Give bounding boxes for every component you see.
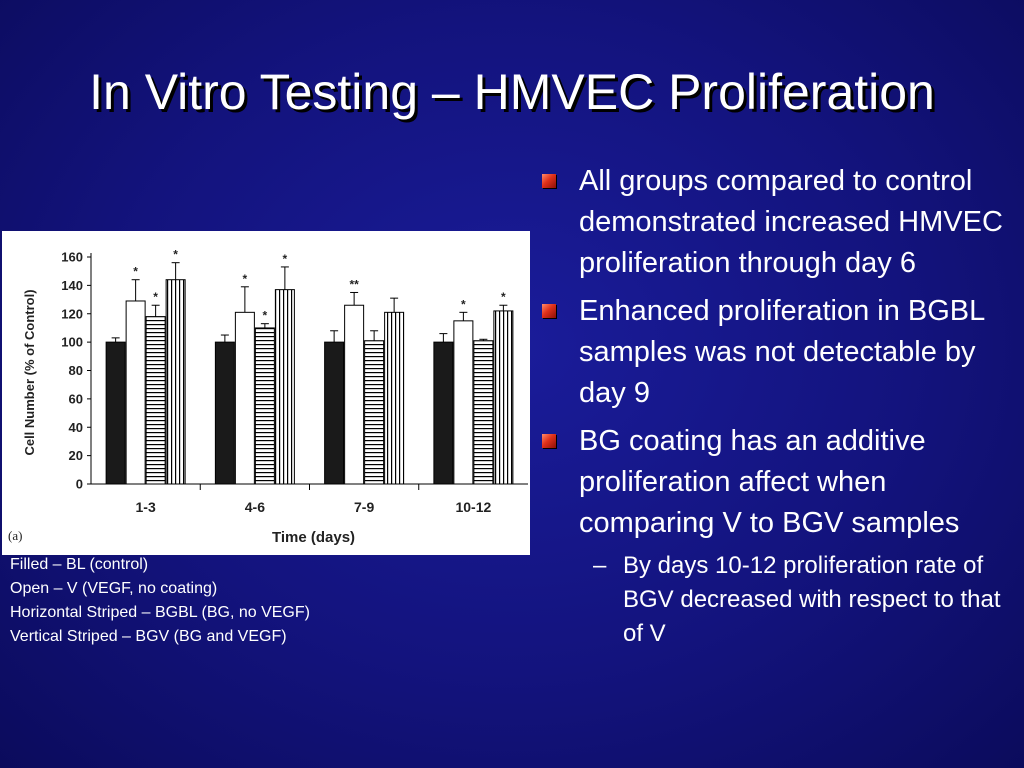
bullet-item: BG coating has an additive proliferation… [538, 421, 1008, 544]
legend-item-open: Open – V (VEGF, no coating) [10, 580, 218, 597]
sub-bullet-text: By days 10-12 proliferation rate of BGV … [623, 552, 1001, 647]
chart-figure: 0 20 40 60 80 100 120 140 160 * * * 1-3 * * * 4-6 ** 7-9 * *… [2, 231, 530, 555]
sub-bullet-item: – By days 10-12 proliferation rate of BG… [538, 549, 1008, 651]
significance-mark: * [283, 252, 288, 266]
significance-mark: * [243, 272, 248, 286]
x-tick-label: 4-6 [245, 499, 265, 515]
x-tick-label: 10-12 [455, 499, 491, 515]
y-tick-label: 120 [61, 306, 83, 321]
significance-mark: * [133, 265, 138, 279]
bar-open-7-9 [344, 304, 365, 485]
square-bullet-icon [542, 174, 556, 188]
bar-filled-1-3 [105, 341, 126, 485]
significance-mark: * [501, 290, 506, 304]
y-tick-label: 140 [61, 278, 83, 293]
fill-legend: Filled – BL (control) Open – V (VEGF, no… [10, 553, 310, 649]
bar-vertical-striped-1-3 [165, 279, 186, 485]
bar-open-4-6 [234, 311, 255, 485]
legend-item-filled: Filled – BL (control) [10, 556, 149, 573]
significance-mark: * [461, 297, 466, 311]
bar-vertical-striped-4-6 [274, 289, 295, 485]
chart-labels: 020406080100120140160***1-3***4-6**7-9**… [8, 248, 506, 546]
y-tick-label: 160 [61, 250, 83, 265]
bar-open-10-12 [453, 320, 474, 485]
bullet-item: Enhanced proliferation in BGBL samples w… [538, 291, 1008, 414]
bar-chart: 020406080100120140160***1-3***4-6**7-9**… [8, 248, 528, 546]
chart-bars [105, 262, 514, 485]
bar-horizontal-striped-1-3 [145, 316, 166, 485]
legend-item-vertical-striped: Vertical Striped – BGV (BG and VEGF) [10, 628, 287, 645]
y-tick-label: 0 [76, 477, 83, 492]
bullet-list: All groups compared to control demonstra… [538, 161, 1008, 651]
significance-mark: * [173, 248, 178, 262]
bar-vertical-striped-10-12 [493, 310, 514, 485]
significance-mark: * [263, 309, 268, 323]
slide-title: In Vitro Testing – HMVEC Proliferation [89, 64, 935, 120]
bullet-text: Enhanced proliferation in BGBL samples w… [579, 295, 985, 409]
bar-filled-10-12 [433, 341, 454, 485]
bar-filled-4-6 [214, 341, 235, 485]
dash-bullet-icon: – [593, 552, 607, 579]
bar-horizontal-striped-10-12 [473, 340, 494, 485]
bullet-text: BG coating has an additive proliferation… [579, 425, 960, 539]
panel-label: (a) [8, 528, 22, 543]
y-axis-label: Cell Number (% of Control) [22, 289, 37, 455]
x-axis-label: Time (days) [272, 529, 355, 546]
y-tick-label: 80 [69, 363, 83, 378]
bar-vertical-striped-7-9 [384, 311, 405, 485]
y-tick-label: 60 [69, 391, 83, 406]
y-tick-label: 20 [69, 448, 83, 463]
y-tick-label: 100 [61, 335, 83, 350]
y-tick-label: 40 [69, 420, 83, 435]
significance-mark: ** [349, 277, 359, 291]
x-tick-label: 7-9 [354, 499, 374, 515]
bullet-item: All groups compared to control demonstra… [538, 161, 1008, 284]
bar-horizontal-striped-7-9 [364, 340, 385, 485]
bar-open-1-3 [125, 300, 146, 485]
square-bullet-icon [542, 434, 556, 448]
bullet-text: All groups compared to control demonstra… [579, 165, 1003, 279]
square-bullet-icon [542, 304, 556, 318]
bar-filled-7-9 [324, 341, 345, 485]
significance-mark: * [153, 290, 158, 304]
legend-item-horizontal-striped: Horizontal Striped – BGBL (BG, no VEGF) [10, 604, 310, 621]
bar-horizontal-striped-4-6 [254, 327, 275, 485]
x-tick-label: 1-3 [136, 499, 156, 515]
